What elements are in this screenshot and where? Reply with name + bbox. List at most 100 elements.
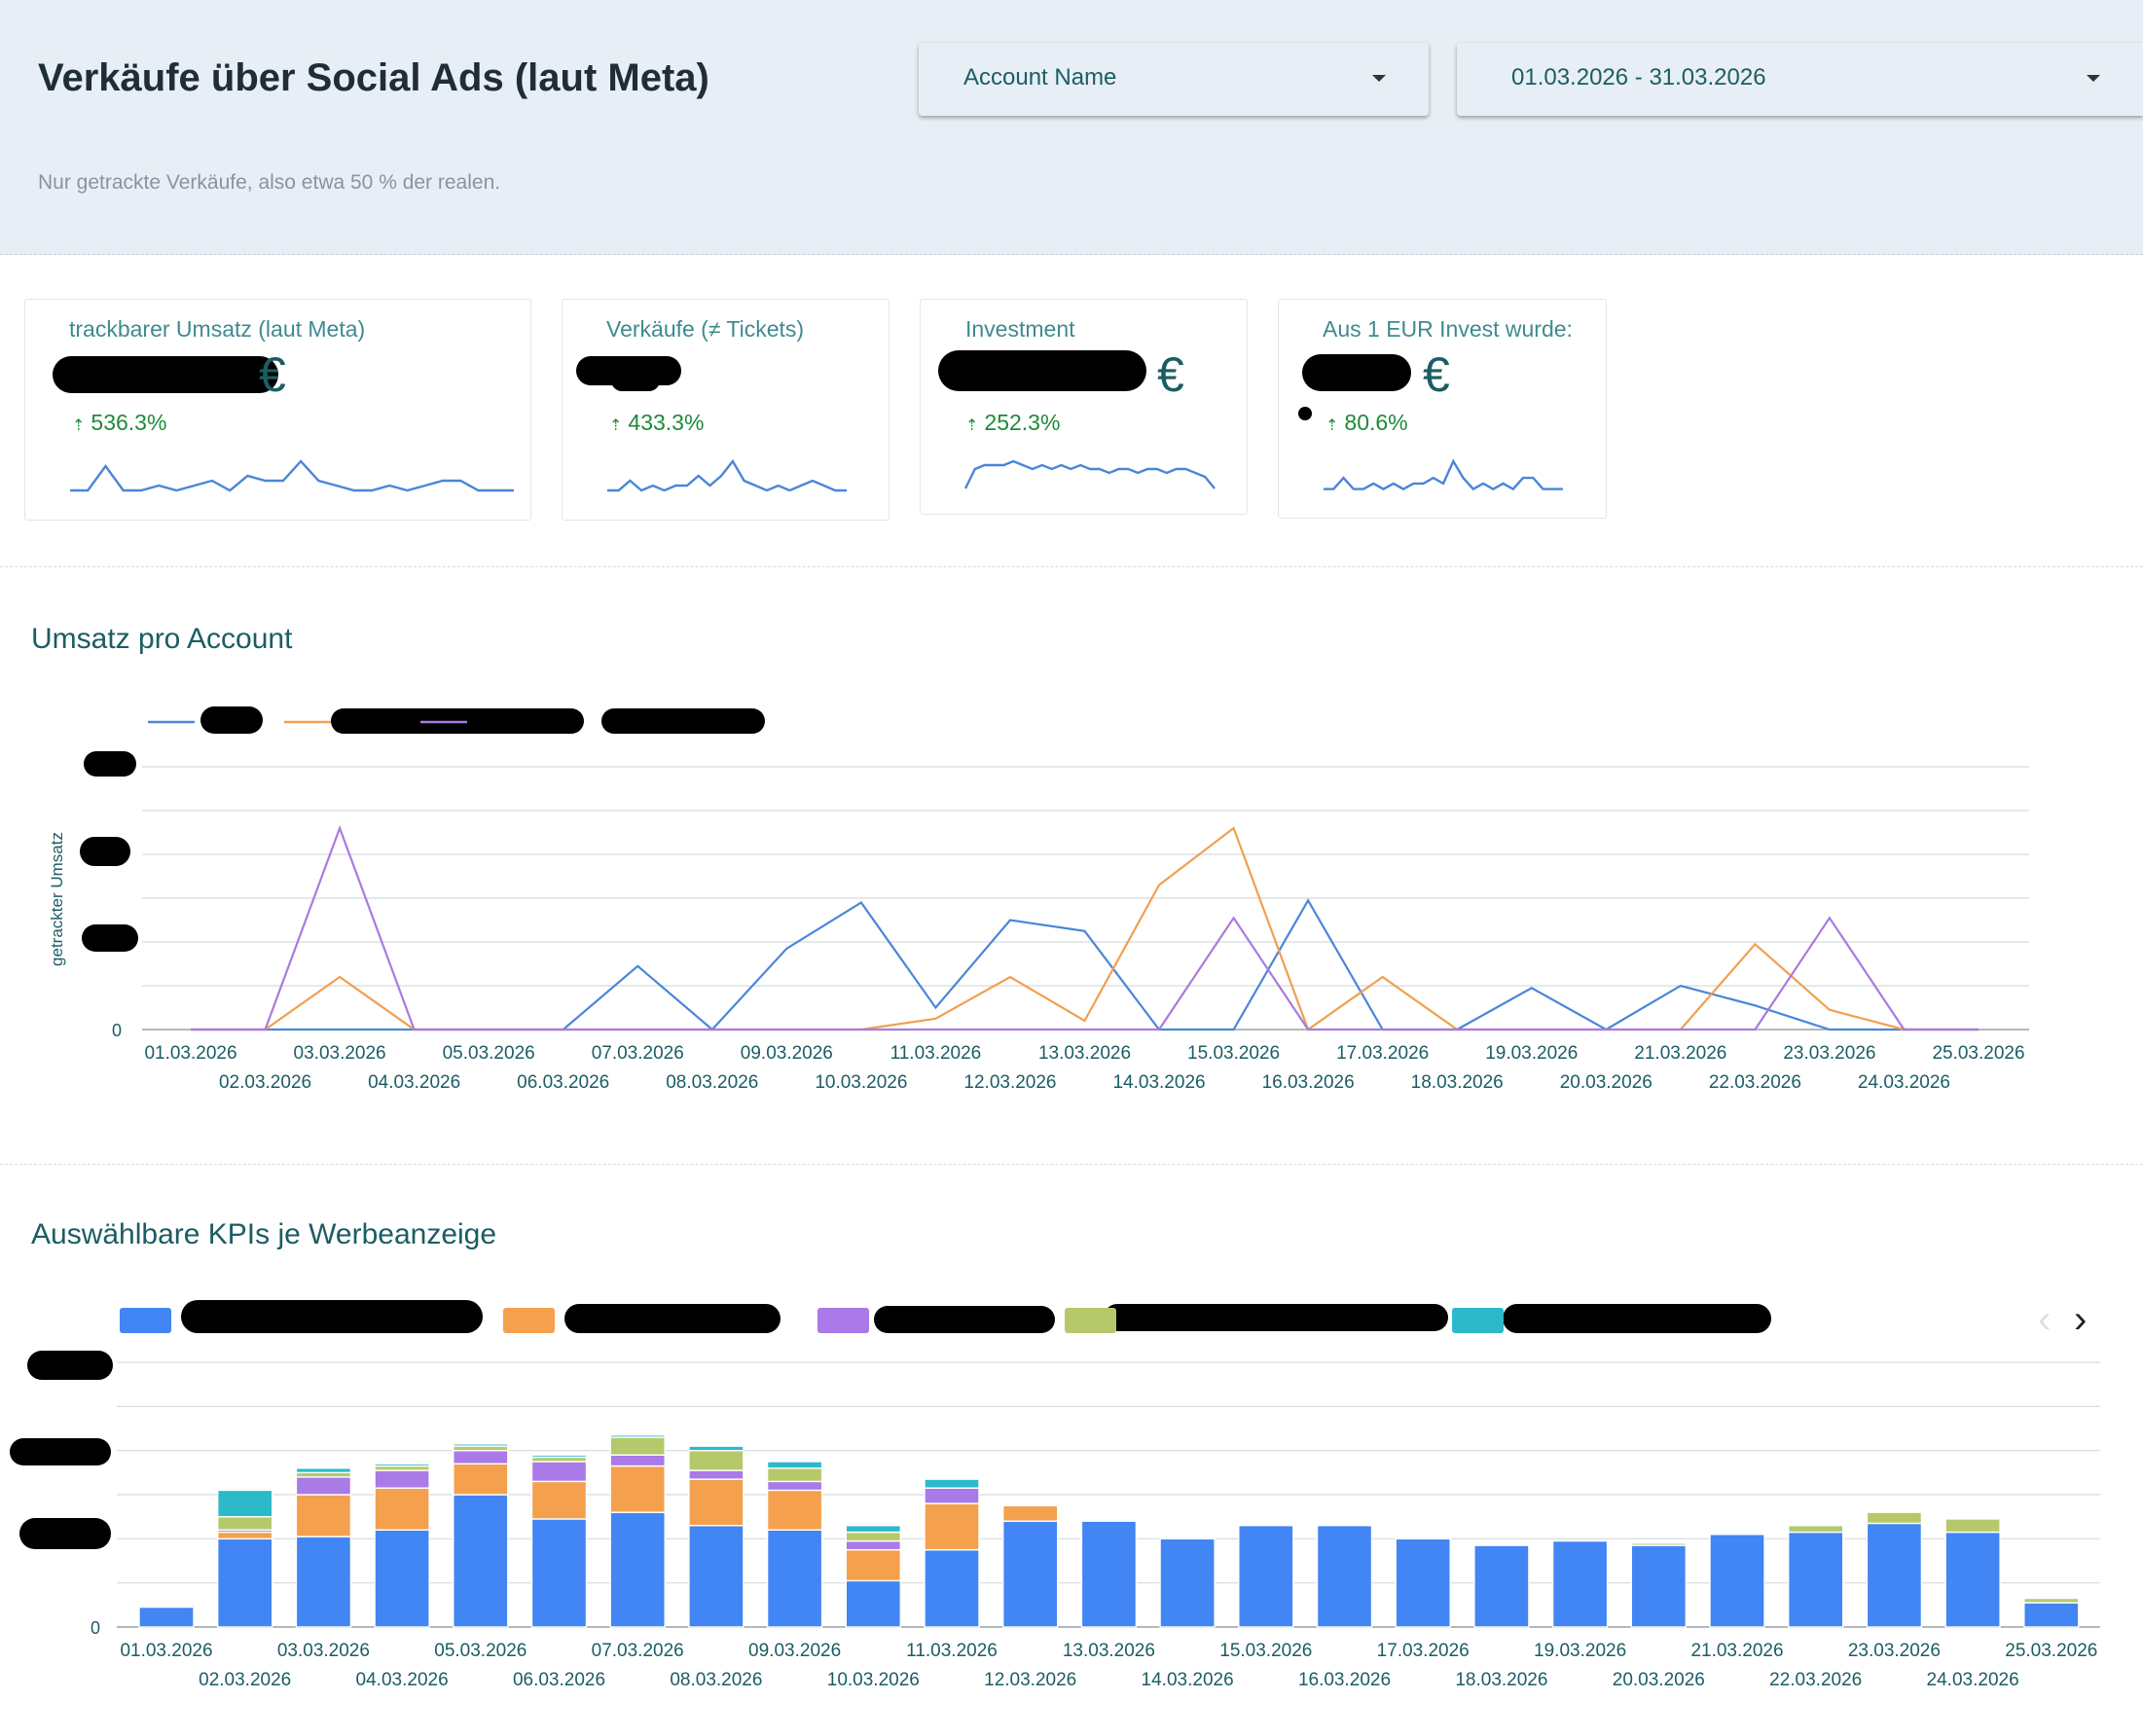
x-tick-label: 12.03.2026: [963, 1072, 1056, 1093]
bar-segment[interactable]: [1709, 1534, 1765, 1628]
legend-redaction: [1503, 1304, 1771, 1333]
bar-segment[interactable]: [530, 1518, 588, 1628]
bar-segment[interactable]: [766, 1529, 823, 1628]
bar-segment[interactable]: [609, 1511, 666, 1628]
series-line[interactable]: [191, 826, 1979, 1031]
x-tick-label: 16.03.2026: [1262, 1072, 1355, 1093]
bar-segment[interactable]: [845, 1539, 901, 1551]
bar-segment[interactable]: [609, 1465, 666, 1513]
bar-segment[interactable]: [1238, 1525, 1294, 1628]
bar-segment[interactable]: [453, 1494, 509, 1628]
bar-chart[interactable]: 0 01.03.2026 02.03.2026 03.03.2026 04.03.202…: [0, 1284, 2143, 1736]
bar-segment[interactable]: [688, 1478, 745, 1527]
bar-segment[interactable]: [924, 1502, 980, 1551]
bar-segment[interactable]: [1866, 1522, 1923, 1628]
y-tick-label: 0: [91, 1618, 100, 1638]
bar-segment[interactable]: [374, 1487, 430, 1531]
bar-segment[interactable]: [1787, 1531, 1844, 1628]
bar-segment[interactable]: [374, 1529, 430, 1628]
bar-segment[interactable]: [295, 1494, 352, 1537]
legend-swatch[interactable]: [503, 1308, 555, 1333]
bar-segment[interactable]: [1551, 1539, 1609, 1628]
bar-segment[interactable]: [1001, 1520, 1059, 1628]
bar-segment[interactable]: [374, 1469, 430, 1489]
x-tick-label: 10.03.2026: [827, 1670, 920, 1690]
bar-segment[interactable]: [1630, 1542, 1688, 1546]
bar-segment[interactable]: [216, 1489, 273, 1518]
bar-segment[interactable]: [1473, 1544, 1530, 1628]
kpi-card-investment[interactable]: Investment € ⇡ 252.3%: [920, 299, 1248, 515]
bar-segment[interactable]: [924, 1487, 980, 1504]
bar-segment[interactable]: [2023, 1602, 2080, 1628]
bar-segment[interactable]: [924, 1478, 980, 1489]
bar-segment[interactable]: [609, 1436, 666, 1456]
bar-segment[interactable]: [766, 1480, 823, 1492]
bar-segment[interactable]: [1316, 1525, 1373, 1628]
kpi-title: Investment: [965, 316, 1075, 342]
x-tick-label: 04.03.2026: [368, 1072, 460, 1093]
axis-redaction: [10, 1438, 111, 1465]
bar-segment[interactable]: [1395, 1537, 1451, 1628]
bar-segment[interactable]: [453, 1443, 509, 1447]
bar-segment[interactable]: [453, 1449, 509, 1465]
sparkline: [1324, 458, 1563, 491]
bar-segment[interactable]: [1001, 1504, 1059, 1522]
bar-segment[interactable]: [138, 1606, 195, 1628]
bar-segment[interactable]: [766, 1467, 823, 1483]
bar-segment[interactable]: [688, 1469, 745, 1480]
kpi-card-roas[interactable]: Aus 1 EUR Invest wurde: € ⇡ 80.6%: [1278, 299, 1607, 519]
bar-segment[interactable]: [530, 1461, 588, 1483]
legend-swatch[interactable]: [817, 1308, 869, 1333]
bar-segment[interactable]: [688, 1525, 745, 1628]
series-line[interactable]: [191, 898, 1979, 1031]
sparkline: [963, 459, 1216, 489]
bar-segment[interactable]: [453, 1463, 509, 1496]
x-tick-label: 13.03.2026: [1038, 1043, 1131, 1064]
bar-segment[interactable]: [1787, 1525, 1844, 1534]
bar-segment[interactable]: [845, 1548, 901, 1582]
bar-segment[interactable]: [845, 1525, 901, 1534]
bar-segment[interactable]: [1944, 1531, 2001, 1628]
bar-segment[interactable]: [216, 1515, 273, 1531]
series-line[interactable]: [191, 824, 1979, 1031]
bar-segment[interactable]: [766, 1489, 823, 1531]
line-chart[interactable]: 0 getrackter Umsatz 01.03.2026 02.03.2026 03…: [0, 681, 2143, 1109]
bar-segment[interactable]: [530, 1454, 588, 1459]
legend-swatch[interactable]: [1065, 1308, 1116, 1333]
bar-segment[interactable]: [216, 1537, 273, 1628]
kpi-card-revenue[interactable]: trackbarer Umsatz (laut Meta) € ⇡ 536.3%: [24, 299, 531, 521]
account-dropdown[interactable]: Account Name: [919, 43, 1429, 116]
bar-segment[interactable]: [295, 1476, 352, 1496]
bar-segment[interactable]: [216, 1531, 273, 1540]
kpi-card-sales[interactable]: Verkäufe (≠ Tickets) ⇡ 433.3%: [562, 299, 890, 521]
bar-segment[interactable]: [924, 1548, 980, 1628]
date-range-dropdown[interactable]: 01.03.2026 - 31.03.2026: [1457, 43, 2143, 116]
bar-segment[interactable]: [295, 1536, 352, 1628]
bar-segment[interactable]: [688, 1445, 745, 1452]
bar-segment[interactable]: [2023, 1597, 2080, 1604]
bar-segment[interactable]: [1866, 1511, 1923, 1525]
bar-segment[interactable]: [609, 1434, 666, 1438]
x-tick-label: 06.03.2026: [517, 1072, 609, 1093]
bar-segment[interactable]: [688, 1449, 745, 1471]
bar-segment[interactable]: [845, 1579, 901, 1628]
bar-segment[interactable]: [530, 1480, 588, 1520]
bar-segment[interactable]: [1159, 1537, 1216, 1628]
x-tick-label: 03.03.2026: [277, 1641, 370, 1661]
y-axis-title: getrackter Umsatz: [48, 832, 66, 966]
bar-segment[interactable]: [1080, 1520, 1138, 1628]
legend-next-icon[interactable]: ›: [2074, 1298, 2088, 1341]
x-tick-label: 04.03.2026: [356, 1670, 449, 1690]
bar-segment[interactable]: [1944, 1518, 2001, 1534]
bar-segment[interactable]: [1630, 1544, 1688, 1628]
bar-segment[interactable]: [295, 1467, 352, 1474]
bar-segment[interactable]: [766, 1461, 823, 1469]
bar-segment[interactable]: [609, 1454, 666, 1467]
legend-prev-icon[interactable]: ‹: [2038, 1298, 2052, 1341]
arrow-up-icon: ⇡: [1326, 417, 1339, 434]
arrow-up-icon: ⇡: [609, 417, 623, 434]
bar-segment[interactable]: [374, 1463, 430, 1467]
legend-swatch[interactable]: [1452, 1308, 1504, 1333]
bar-segment[interactable]: [845, 1531, 901, 1542]
legend-swatch[interactable]: [120, 1308, 171, 1333]
